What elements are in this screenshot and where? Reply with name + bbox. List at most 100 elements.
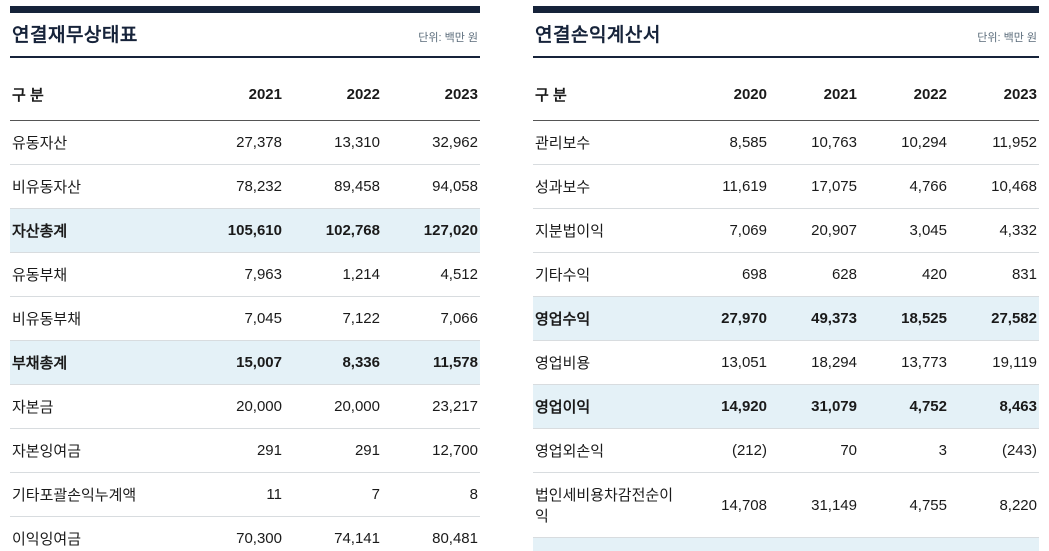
table-row: 이익잉여금 70,300 74,141 80,481 — [10, 516, 480, 551]
row-value: 8 — [382, 472, 480, 517]
row-label: 법인세비용차감전순이익 — [533, 472, 679, 538]
row-label: 자본잉여금 — [10, 428, 186, 473]
row-value: 13,773 — [859, 340, 949, 385]
row-label: 당기순이익 — [533, 537, 679, 551]
header-category: 구 분 — [533, 58, 679, 121]
row-label: 유동자산 — [10, 120, 186, 165]
row-value: 20,000 — [186, 384, 284, 429]
row-value: 105,610 — [186, 208, 284, 253]
row-value: 8,336 — [284, 340, 382, 385]
row-value: 102,768 — [284, 208, 382, 253]
row-value: 291 — [186, 428, 284, 473]
table-row: 영업외손익 (212) 70 3 (243) — [533, 428, 1039, 473]
row-value: 7,069 — [679, 208, 769, 253]
income-statement-title: 연결손익계산서 — [535, 25, 661, 46]
row-value: (243) — [949, 428, 1039, 473]
table-row: 관리보수 8,585 10,763 10,294 11,952 — [533, 120, 1039, 165]
row-value: 7,045 — [186, 296, 284, 341]
row-value: 3,860 — [859, 537, 949, 551]
header-year: 2021 — [186, 58, 284, 121]
row-value: 7 — [284, 472, 382, 517]
row-value: 12,700 — [382, 428, 480, 473]
row-value: 11,792 — [679, 537, 769, 551]
row-value: 7,066 — [382, 296, 480, 341]
total-row: 부채총계 15,007 8,336 11,578 — [10, 340, 480, 385]
balance-sheet-rows: 유동자산 27,378 13,310 32,962 비유동자산 78,232 89,458 9… — [10, 120, 480, 551]
row-value: 628 — [769, 252, 859, 297]
header-category: 구 분 — [10, 58, 186, 121]
header-year: 2022 — [284, 58, 382, 121]
income-statement-grid: 구 분 2020 2021 2022 2023 관리보수 8,585 10,763 10,29… — [533, 58, 1039, 551]
row-value: 27,582 — [949, 296, 1039, 341]
row-value: 49,373 — [769, 296, 859, 341]
balance-sheet-header: 연결재무상태표 단위: 백만 원 — [10, 6, 480, 58]
row-value: 20,907 — [769, 208, 859, 253]
table-row: 영업비용 13,051 18,294 13,773 19,119 — [533, 340, 1039, 385]
row-label: 관리보수 — [533, 120, 679, 165]
income-statement-table: 연결손익계산서 단위: 백만 원 구 분 2020 2021 2022 2023 관리보… — [533, 6, 1039, 551]
row-value: 4,752 — [859, 384, 949, 429]
row-value: 23,217 — [382, 384, 480, 429]
row-value: 80,481 — [382, 516, 480, 551]
row-value: 14,708 — [679, 472, 769, 538]
row-value: 10,468 — [949, 164, 1039, 209]
row-value: 18,294 — [769, 340, 859, 385]
table-row: 자본금 20,000 20,000 23,217 — [10, 384, 480, 429]
table-row: 비유동부채 7,045 7,122 7,066 — [10, 296, 480, 341]
row-value: 291 — [284, 428, 382, 473]
row-value: 127,020 — [382, 208, 480, 253]
row-value: 24,599 — [769, 537, 859, 551]
income-statement-unit-label: 단위: 백만 원 — [977, 32, 1037, 44]
table-row: 비유동자산 78,232 89,458 94,058 — [10, 164, 480, 209]
row-value: 78,232 — [186, 164, 284, 209]
row-value: 74,141 — [284, 516, 382, 551]
table-row: 유동자산 27,378 13,310 32,962 — [10, 120, 480, 165]
header-year: 2023 — [382, 58, 480, 121]
row-value: 6,422 — [949, 537, 1039, 551]
row-value: 19,119 — [949, 340, 1039, 385]
row-label: 영업비용 — [533, 340, 679, 385]
row-value: 14,920 — [679, 384, 769, 429]
total-row: 자산총계 105,610 102,768 127,020 — [10, 208, 480, 253]
table-row: 유동부채 7,963 1,214 4,512 — [10, 252, 480, 297]
row-value: 11,619 — [679, 164, 769, 209]
row-value: 27,378 — [186, 120, 284, 165]
total-row: 당기순이익11,79224,5993,8606,422 — [533, 537, 1039, 551]
header-year: 2023 — [949, 58, 1039, 121]
table-row: 지분법이익 7,069 20,907 3,045 4,332 — [533, 208, 1039, 253]
row-label: 지분법이익 — [533, 208, 679, 253]
row-value: 70 — [769, 428, 859, 473]
row-value: 10,294 — [859, 120, 949, 165]
row-value: 3 — [859, 428, 949, 473]
row-label: 유동부채 — [10, 252, 186, 297]
balance-sheet-title: 연결재무상태표 — [12, 25, 138, 46]
row-label: 자산총계 — [10, 208, 186, 253]
row-label: 비유동부채 — [10, 296, 186, 341]
income-statement-header: 연결손익계산서 단위: 백만 원 — [533, 6, 1039, 58]
row-value: 18,525 — [859, 296, 949, 341]
row-value: 3,045 — [859, 208, 949, 253]
row-value: (212) — [679, 428, 769, 473]
header-year: 2021 — [769, 58, 859, 121]
row-value: 831 — [949, 252, 1039, 297]
row-value: 7,122 — [284, 296, 382, 341]
row-value: 20,000 — [284, 384, 382, 429]
row-value: 89,458 — [284, 164, 382, 209]
row-value: 13,051 — [679, 340, 769, 385]
row-value: 11 — [186, 472, 284, 517]
row-value: 15,007 — [186, 340, 284, 385]
row-value: 4,332 — [949, 208, 1039, 253]
table-row: 법인세비용차감전순이익 14,708 31,149 4,755 8,220 — [533, 472, 1039, 538]
balance-sheet-column-headers: 구 분 2021 2022 2023 — [10, 58, 480, 121]
row-value: 4,766 — [859, 164, 949, 209]
balance-sheet-unit-label: 단위: 백만 원 — [418, 32, 478, 44]
row-value: 420 — [859, 252, 949, 297]
table-row: 성과보수 11,619 17,075 4,766 10,468 — [533, 164, 1039, 209]
row-label: 기타포괄손익누계액 — [10, 472, 186, 517]
total-row: 영업수익 27,970 49,373 18,525 27,582 — [533, 296, 1039, 341]
row-label: 비유동자산 — [10, 164, 186, 209]
row-value: 1,214 — [284, 252, 382, 297]
income-statement-column-headers: 구 분 2020 2021 2022 2023 — [533, 58, 1039, 121]
row-value: 11,578 — [382, 340, 480, 385]
